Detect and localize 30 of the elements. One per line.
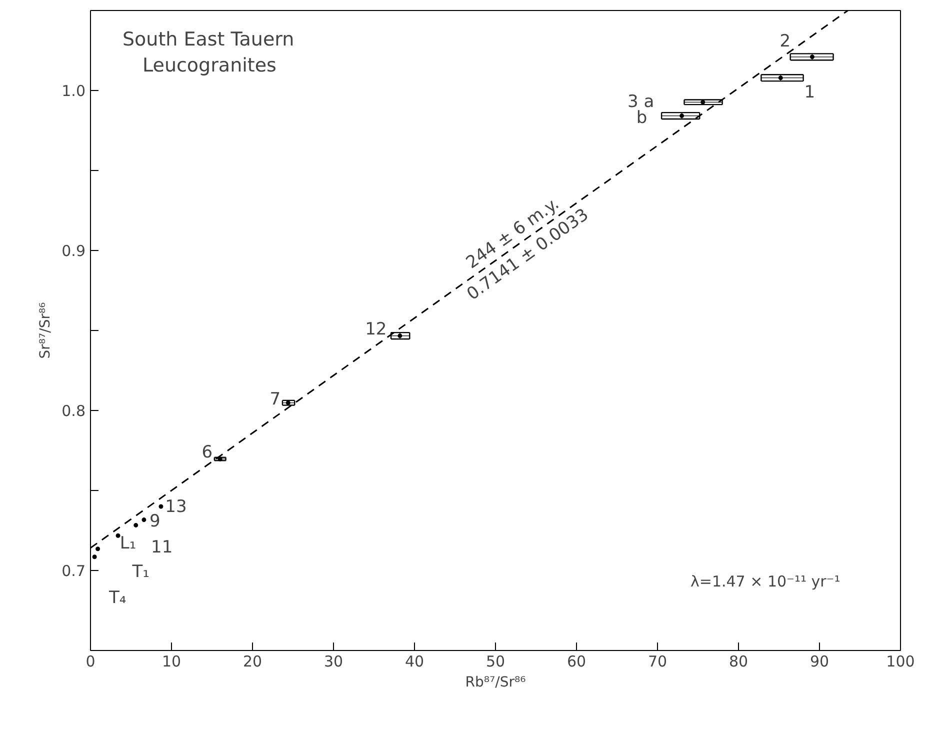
x-tick-label: 20 <box>242 652 262 670</box>
x-tick-label: 100 <box>886 652 915 670</box>
y-tick-label: 0.9 <box>62 242 86 260</box>
y-tick-label: 1.0 <box>62 82 86 100</box>
annotation: 6 <box>202 442 213 462</box>
annotation: λ=1.47 × 10⁻¹¹ yr⁻¹ <box>690 572 840 590</box>
annotation: 12 <box>365 319 387 340</box>
annotation: T₁ <box>131 562 150 582</box>
x-tick-label: 50 <box>486 652 506 670</box>
y-tick-label: 0.7 <box>62 562 86 580</box>
annotation: 11 <box>151 538 173 558</box>
annotation: 13 <box>165 497 187 517</box>
annotation: 1 <box>804 82 816 102</box>
x-tick-label: 60 <box>566 652 586 670</box>
text: South East Tauern Leucogranites <box>122 28 294 76</box>
annotation: 7 <box>270 389 281 410</box>
x-tick-label: 0 <box>86 652 96 670</box>
annotation: T₄ <box>108 588 126 608</box>
x-tick-label: 30 <box>324 652 344 670</box>
y-axis-title: Sr⁸⁷/Sr⁸⁶ <box>38 302 54 359</box>
x-tick-label: 80 <box>728 652 748 670</box>
x-tick-label: 10 <box>162 652 182 670</box>
x-tick-label: 40 <box>404 652 424 670</box>
x-axis-title: Rb⁸⁷/Sr⁸⁶ <box>465 674 526 690</box>
x-tick-label: 70 <box>648 652 668 670</box>
x-tick-label: 90 <box>810 652 830 670</box>
y-tick-label: 0.8 <box>62 402 86 420</box>
annotation: 9 <box>150 511 160 532</box>
annotation: L₁ <box>120 534 136 554</box>
annotation: 2 <box>780 31 791 52</box>
